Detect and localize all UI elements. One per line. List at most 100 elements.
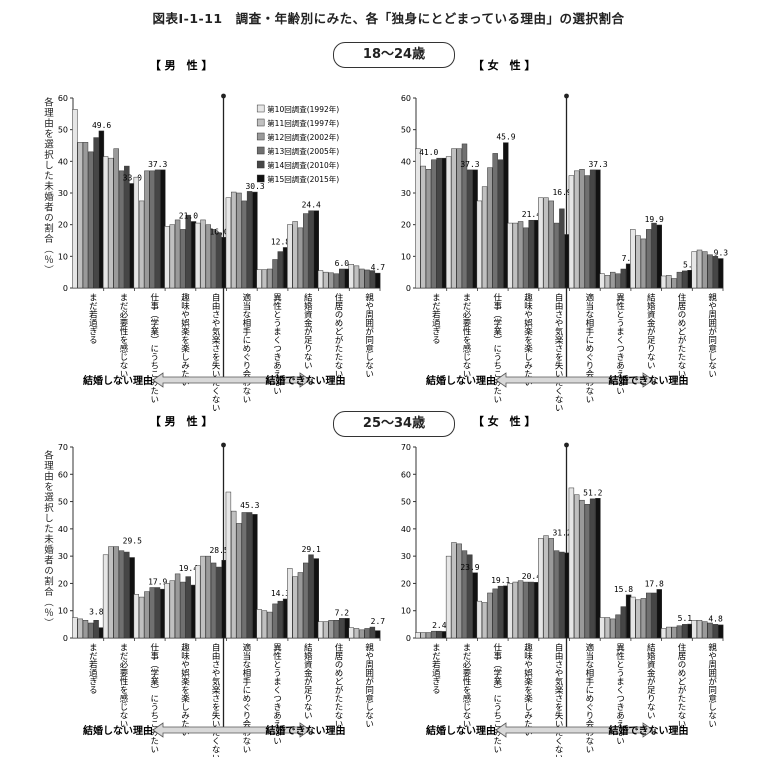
bar — [313, 210, 320, 289]
data-label: 4.7 — [371, 263, 386, 272]
data-label: 37.3 — [588, 160, 607, 169]
bar — [328, 620, 334, 639]
bar — [481, 602, 488, 639]
bar — [369, 270, 376, 289]
bar — [225, 197, 232, 289]
bar — [359, 268, 365, 289]
category-label: まだ若過ぎる — [430, 293, 440, 344]
bar — [584, 175, 591, 289]
y-axis-label-top: 各理由を選択した未婚者の割合（％） — [42, 97, 53, 276]
divider-dot — [564, 442, 569, 448]
bar — [102, 554, 109, 639]
data-label: 6.0 — [335, 259, 350, 268]
reason-arrow — [495, 722, 654, 738]
bar — [656, 224, 663, 289]
bar — [523, 227, 529, 289]
category-label: 異性とうまくつきあえない — [615, 643, 625, 745]
category-label: まだ必要性を感じない — [118, 643, 128, 728]
bar — [615, 614, 621, 639]
bar — [538, 538, 544, 639]
bar — [676, 625, 683, 639]
bar — [702, 251, 708, 289]
y-tick-label: 40 — [58, 157, 68, 166]
bar — [559, 208, 565, 289]
data-label: 9.3 — [714, 249, 729, 258]
bar — [497, 159, 504, 289]
y-tick-label: 0 — [406, 634, 411, 643]
category-label: 住居のめどがたたない — [333, 642, 343, 728]
bar — [476, 600, 482, 639]
bar — [236, 192, 242, 289]
bar — [200, 219, 206, 289]
bar — [476, 200, 482, 289]
data-label: 37.3 — [460, 160, 479, 169]
bar — [164, 226, 170, 289]
bar — [707, 622, 713, 639]
bar — [451, 148, 457, 289]
bar — [195, 222, 201, 289]
data-label: 15.8 — [614, 585, 633, 594]
data-label: 16.0 — [209, 227, 228, 236]
bar — [267, 611, 273, 639]
bar — [487, 592, 493, 639]
bar — [445, 555, 452, 639]
category-label: 仕事（学業）にうちこみたい — [492, 642, 502, 753]
y-tick-label: 50 — [401, 498, 411, 507]
category-label: まだ必要性を感じない — [461, 293, 471, 378]
bar — [568, 487, 575, 639]
reason-left-label: 結婚しない理由 — [426, 724, 496, 737]
reason-left-label: 結婚しない理由 — [83, 374, 153, 387]
category-label: まだ若過ぎる — [87, 293, 97, 344]
bar — [431, 630, 437, 639]
bar — [451, 542, 457, 639]
category-label: 適当な相手にめぐり会わない — [584, 642, 594, 753]
bar — [651, 592, 657, 639]
legend-entry: 第14回調査(2010年) — [267, 160, 339, 170]
bar — [492, 588, 498, 639]
bar — [77, 142, 83, 289]
y-tick-label: 10 — [401, 607, 411, 616]
data-label: 4.8 — [708, 614, 723, 623]
bar — [538, 197, 544, 289]
data-label: 49.6 — [92, 121, 111, 130]
bar — [517, 580, 524, 639]
bar — [691, 620, 697, 639]
bar — [507, 222, 513, 289]
category-label: 結婚資金が足りない — [645, 642, 655, 719]
bar — [620, 268, 627, 289]
bar — [553, 550, 560, 639]
age-group-badge-18-24: 18〜24歳 — [333, 42, 455, 68]
y-tick-label: 30 — [401, 189, 411, 198]
bar — [108, 157, 114, 289]
data-label: 21.4 — [522, 210, 541, 219]
bar — [154, 587, 161, 639]
bar — [138, 596, 145, 639]
bar — [718, 258, 724, 289]
legend-swatch — [256, 118, 265, 127]
category-label: 適当な相手にめぐり会わない — [241, 642, 251, 753]
bar — [712, 256, 719, 289]
bar — [503, 142, 509, 289]
data-label: 12.8 — [271, 237, 290, 246]
bar — [108, 546, 114, 639]
data-label: 29.5 — [123, 537, 142, 546]
bar — [671, 278, 677, 289]
data-label: 24.4 — [302, 201, 321, 210]
bar — [180, 581, 186, 639]
divider-dot — [221, 93, 226, 99]
bar — [512, 581, 518, 639]
bar — [548, 538, 555, 639]
y-tick-label: 30 — [401, 552, 411, 561]
bar — [682, 624, 688, 639]
category-label: まだ若過ぎる — [87, 643, 97, 694]
reason-arrow — [495, 372, 654, 388]
legend-swatch — [256, 132, 265, 141]
bar — [461, 143, 468, 289]
bar — [236, 523, 242, 639]
data-label: 19.1 — [491, 576, 510, 585]
bar — [559, 551, 565, 639]
category-label: 適当な相手にめぐり会わない — [584, 292, 594, 403]
y-tick-label: 50 — [401, 126, 411, 135]
legend-entry: 第10回調査(1992年) — [267, 104, 339, 114]
reason-right-label: 結婚できない理由 — [266, 374, 346, 387]
